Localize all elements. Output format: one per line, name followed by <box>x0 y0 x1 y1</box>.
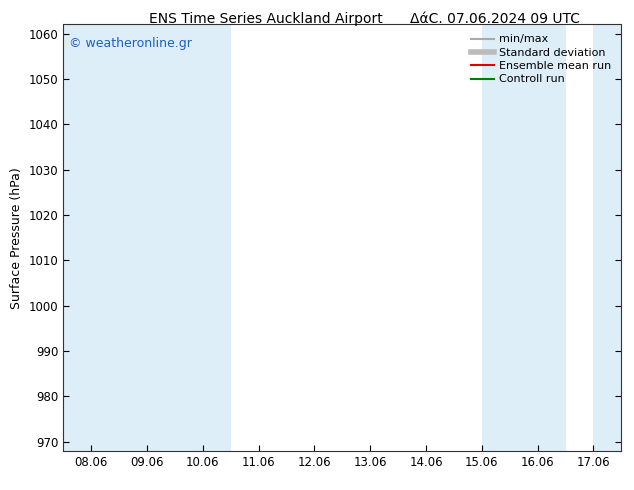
Text: ΔάϹ. 07.06.2024 09 UTC: ΔάϹ. 07.06.2024 09 UTC <box>410 12 579 26</box>
Bar <box>482 24 566 451</box>
Legend: min/max, Standard deviation, Ensemble mean run, Controll run: min/max, Standard deviation, Ensemble me… <box>467 30 616 89</box>
Text: ENS Time Series Auckland Airport: ENS Time Series Auckland Airport <box>150 12 383 26</box>
Text: © weatheronline.gr: © weatheronline.gr <box>69 37 192 50</box>
Bar <box>593 24 621 451</box>
Y-axis label: Surface Pressure (hPa): Surface Pressure (hPa) <box>10 167 23 309</box>
Bar <box>63 24 231 451</box>
